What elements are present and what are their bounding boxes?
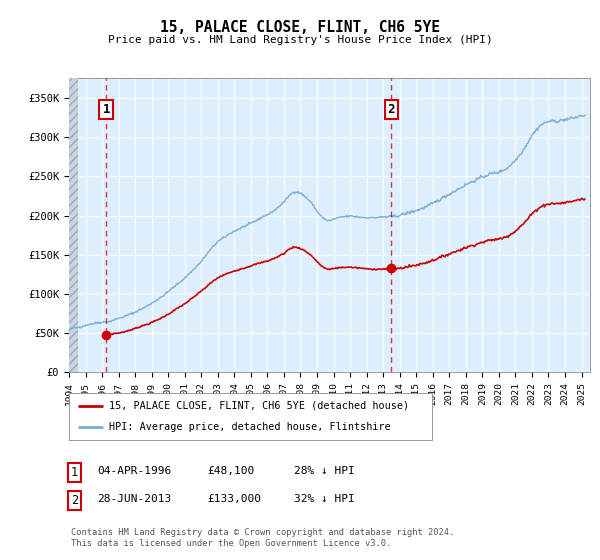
Text: 1: 1 <box>71 466 78 479</box>
Text: 28% ↓ HPI: 28% ↓ HPI <box>294 466 355 476</box>
Text: 32% ↓ HPI: 32% ↓ HPI <box>294 494 355 504</box>
Text: 15, PALACE CLOSE, FLINT, CH6 5YE: 15, PALACE CLOSE, FLINT, CH6 5YE <box>160 20 440 35</box>
Text: £48,100: £48,100 <box>207 466 254 476</box>
Text: 2: 2 <box>388 103 395 116</box>
Text: 1: 1 <box>103 103 110 116</box>
Text: 2: 2 <box>71 494 78 507</box>
Bar <box>69 78 78 372</box>
Text: 28-JUN-2013: 28-JUN-2013 <box>97 494 172 504</box>
Text: Price paid vs. HM Land Registry's House Price Index (HPI): Price paid vs. HM Land Registry's House … <box>107 35 493 45</box>
Text: Contains HM Land Registry data © Crown copyright and database right 2024.
This d: Contains HM Land Registry data © Crown c… <box>71 528 454 548</box>
Text: 04-APR-1996: 04-APR-1996 <box>97 466 172 476</box>
Text: £133,000: £133,000 <box>207 494 261 504</box>
Text: HPI: Average price, detached house, Flintshire: HPI: Average price, detached house, Flin… <box>109 422 391 432</box>
Text: 15, PALACE CLOSE, FLINT, CH6 5YE (detached house): 15, PALACE CLOSE, FLINT, CH6 5YE (detach… <box>109 400 409 410</box>
